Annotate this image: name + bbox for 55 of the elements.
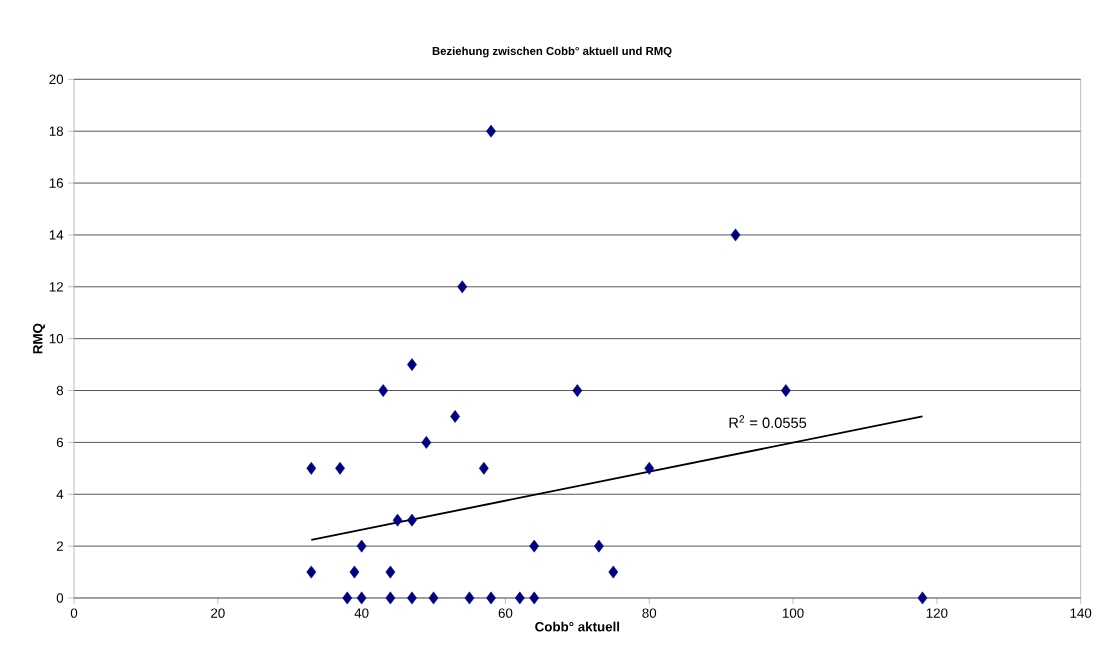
point (450, 410, 460, 423)
y-tick-label: 16 (49, 178, 64, 188)
point (529, 539, 540, 553)
y-tick-label: 0 (56, 593, 64, 603)
point (335, 461, 345, 475)
chart-title: Beziehung zwischen Cobb° aktuell und RMQ (432, 46, 672, 58)
y-tick-label: 6 (56, 437, 64, 448)
x-tick-label: 120 (926, 608, 948, 618)
point (644, 461, 655, 475)
point (385, 565, 396, 579)
point (514, 591, 525, 605)
point (421, 435, 432, 449)
point (730, 228, 741, 242)
x-tick-label: 100 (782, 608, 804, 618)
y-tick-label: 14 (49, 230, 64, 240)
y-tick-label: 12 (49, 282, 63, 292)
point (342, 591, 353, 605)
point (608, 565, 619, 579)
y-tick-label: 2 (56, 541, 63, 551)
y-tick-label: 10 (49, 333, 64, 344)
point (306, 461, 317, 475)
y-axis-title: RMQ (33, 323, 45, 354)
point (594, 539, 604, 553)
y-tick-label: 8 (56, 385, 64, 396)
x-tick-label: 80 (642, 608, 657, 618)
point (356, 591, 367, 605)
x-axis-title: Cobb° aktuell (535, 621, 620, 632)
point (356, 539, 367, 553)
point (407, 513, 417, 527)
point (917, 591, 928, 605)
point (478, 461, 489, 475)
point (780, 384, 791, 397)
x-tick-label: 20 (211, 608, 225, 618)
x-tick-label: 140 (1070, 608, 1092, 618)
point (457, 280, 468, 294)
point (385, 591, 396, 605)
annotation: R$^{2}$ = 0.0555 (729, 415, 807, 428)
point (428, 591, 439, 605)
point (572, 384, 583, 397)
point (464, 591, 475, 605)
point (407, 591, 417, 605)
y-tick-label: 4 (56, 489, 64, 499)
y-tick-label: 20 (49, 74, 64, 85)
x-tick-label: 60 (498, 608, 513, 618)
point (407, 358, 417, 371)
y-tick-label: 18 (49, 126, 64, 136)
x-tick-label: 40 (354, 608, 369, 618)
point (306, 565, 317, 579)
point (486, 591, 496, 605)
x-tick-label: 0 (70, 608, 78, 618)
point (529, 591, 540, 605)
point (486, 124, 496, 138)
point (392, 513, 403, 527)
point (378, 384, 389, 397)
point (349, 565, 360, 579)
